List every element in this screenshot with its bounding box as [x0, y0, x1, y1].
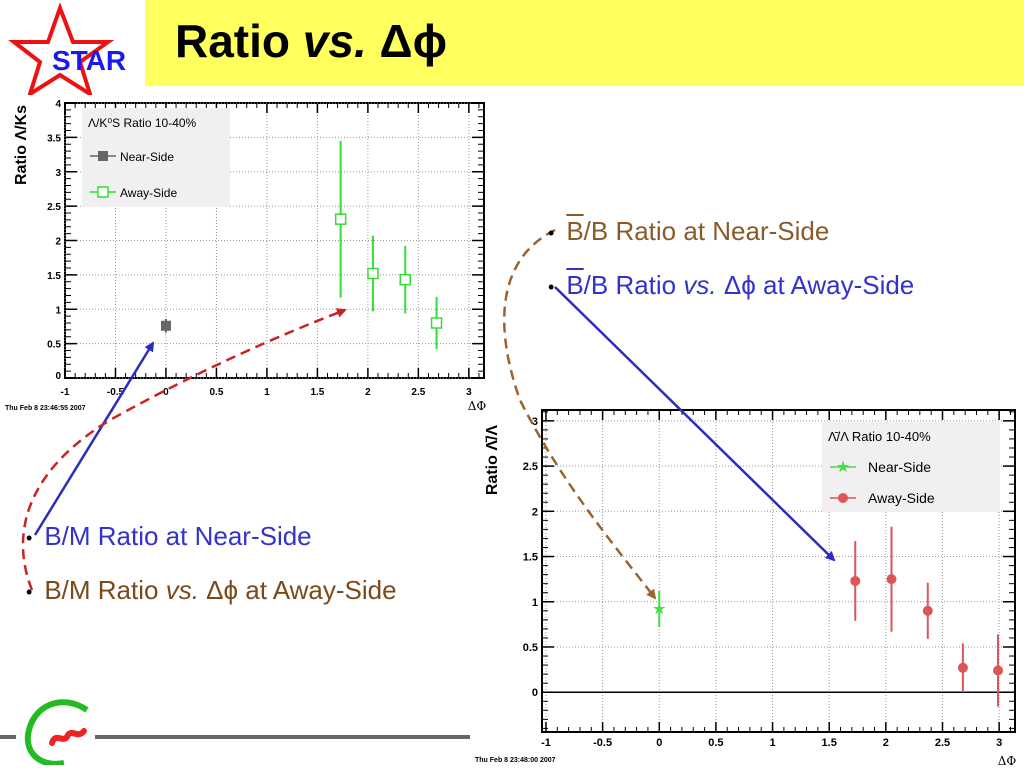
- x-tick-label: -1: [61, 387, 70, 398]
- y-axis-label: Ratio Λ̄/Λ: [484, 425, 501, 496]
- bullet-suffix: Δϕ at Away-Side: [198, 575, 397, 605]
- chart-2: -1 -0.5 0 0.5 1 1.5 2 2.5 3 0 0.5 1 1.5 2 2.5 3 Ratio Λ̄…: [484, 409, 1017, 768]
- x-tick-label: 0.5: [209, 387, 223, 398]
- bullet-right-2: • B/B Ratio vs. Δϕ at Away-Side: [548, 270, 914, 301]
- title-text: Ratio: [175, 15, 303, 67]
- arrow-away-side-bb: [554, 286, 836, 562]
- bullet-dot: •: [26, 581, 33, 602]
- bullet-dot: •: [548, 276, 555, 297]
- x-tick-label: 3: [466, 387, 472, 398]
- x-tick-label: 2: [365, 387, 371, 398]
- x-axis-label: ΔΦ: [468, 399, 487, 413]
- bullet-italic: vs.: [683, 270, 717, 300]
- x-tick-label: 1: [769, 737, 775, 749]
- star-logo-text: STAR: [52, 45, 126, 76]
- y-tick-label: 1: [55, 305, 61, 316]
- legend-label: Near-Side: [120, 150, 174, 164]
- data-point: [160, 320, 171, 331]
- bullet-text: B/M Ratio at Near-Side: [44, 521, 312, 551]
- y-tick-label: 0.5: [523, 642, 538, 654]
- x-tick-label: 3: [996, 737, 1002, 749]
- data-point: [850, 575, 861, 586]
- footer-line-left: [0, 735, 16, 739]
- bullet-dot: •: [548, 222, 555, 243]
- data-point: [886, 574, 897, 585]
- title-symbol: Δϕ: [366, 15, 448, 67]
- arrow-near-side-bm: [33, 341, 155, 536]
- legend-marker: [836, 460, 850, 473]
- bullet-left-1: • B/M Ratio at Near-Side: [26, 521, 312, 552]
- legend-marker: [98, 151, 108, 161]
- legend-title: Λ̄/Λ Ratio 10-40%: [828, 429, 931, 444]
- bullet-text: B/M Ratio: [44, 575, 166, 605]
- x-tick-label: -0.5: [593, 737, 612, 749]
- chart-1: -1 -0.5 0 0.5 1 1.5 2 2.5 3 0 0.5 1 1.5 2 2.5 3 3.5 4 Rati…: [13, 99, 486, 413]
- y-tick-label: 1.5: [523, 552, 538, 564]
- y-tick-label: 0.5: [47, 340, 61, 351]
- bullet-prefix: B: [566, 216, 584, 246]
- x-tick-label: -1: [541, 737, 551, 749]
- star-logo: STAR: [8, 2, 126, 95]
- legend-title: Λ/K⁰S Ratio 10-40%: [88, 116, 197, 130]
- bullet-right-1: • B/B Ratio at Near-Side: [548, 216, 829, 247]
- x-tick-label: -0.5: [107, 387, 125, 398]
- data-point: [334, 213, 347, 225]
- y-axis-label: Ratio Λ/Ks: [13, 105, 30, 185]
- x-tick-label: 1: [264, 387, 270, 398]
- x-tick-label: 2.5: [935, 737, 950, 749]
- data-point: [653, 602, 666, 615]
- institute-logo: [24, 699, 89, 765]
- y-tick-label: 2.5: [47, 202, 61, 213]
- y-tick-label: 3.5: [47, 133, 61, 144]
- timestamp-1: Thu Feb 8 23:46:55 2007: [5, 405, 86, 412]
- y-tick-label: 1.5: [47, 271, 61, 282]
- arrow-away-side-bm: [21, 308, 347, 591]
- data-point: [399, 273, 411, 286]
- x-tick-label: 0.5: [708, 737, 723, 749]
- bullet-text: /B Ratio: [583, 270, 684, 300]
- legend-label: Near-Side: [868, 459, 931, 475]
- bullet-suffix: Δϕ at Away-Side: [716, 270, 915, 300]
- x-tick-label: 1.5: [310, 387, 324, 398]
- legend-label: Away-Side: [120, 186, 177, 200]
- x-tick-label: 1.5: [822, 737, 837, 749]
- data-point: [922, 605, 933, 616]
- timestamp-2: Thu Feb 8 23:48:00 2007: [475, 757, 556, 764]
- x-tick-label: 2: [883, 737, 889, 749]
- data-point: [367, 267, 379, 280]
- slide-title: Ratio vs. Δϕ: [175, 14, 447, 68]
- y-tick-label: 0: [532, 687, 538, 699]
- footer-line: [95, 735, 470, 739]
- bullet-text: /B Ratio at Near-Side: [583, 216, 830, 246]
- legend-marker: [838, 493, 848, 503]
- y-tick-label: 0: [55, 371, 61, 382]
- y-tick-label: 1: [532, 597, 538, 609]
- bullet-italic: vs.: [165, 575, 199, 605]
- data-point: [430, 317, 443, 329]
- x-tick-label: 0: [163, 387, 169, 398]
- legend-label: Away-Side: [868, 490, 935, 506]
- x-tick-label: 2.5: [411, 387, 425, 398]
- x-tick-label: 0: [656, 737, 662, 749]
- bullet-dot: •: [26, 527, 33, 548]
- data-point: [957, 662, 968, 673]
- y-tick-label: 2.5: [523, 461, 538, 473]
- data-point: [993, 665, 1004, 676]
- title-italic: vs.: [302, 15, 367, 67]
- bullet-left-2: • B/M Ratio vs. Δϕ at Away-Side: [26, 575, 397, 606]
- y-tick-label: 4: [55, 99, 61, 110]
- x-axis-label: ΔΦ: [998, 754, 1017, 768]
- y-tick-label: 3: [55, 168, 61, 179]
- legend-marker: [97, 186, 109, 198]
- y-tick-label: 3: [532, 416, 538, 428]
- y-tick-label: 2: [532, 506, 538, 518]
- y-tick-label: 2: [55, 237, 61, 248]
- title-bar: [145, 0, 1024, 86]
- bullet-prefix: B: [566, 270, 584, 300]
